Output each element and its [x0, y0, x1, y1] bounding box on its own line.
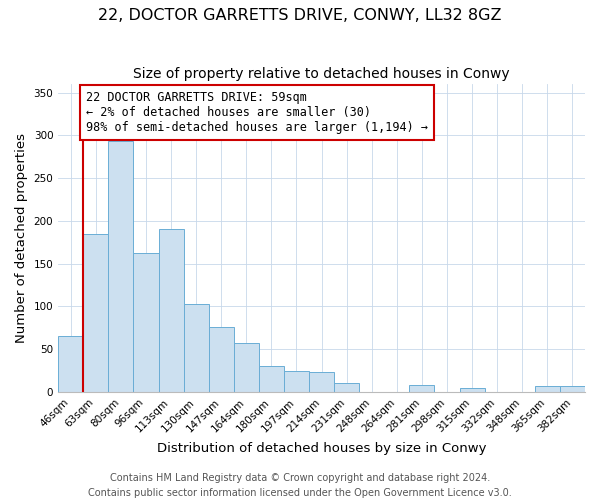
Bar	[535, 386, 560, 392]
X-axis label: Distribution of detached houses by size in Conwy: Distribution of detached houses by size …	[157, 442, 487, 455]
Bar	[158, 230, 184, 392]
Bar	[58, 336, 83, 392]
Bar	[334, 384, 359, 392]
Bar	[309, 372, 334, 392]
Bar	[284, 372, 309, 392]
Text: 22 DOCTOR GARRETTS DRIVE: 59sqm
← 2% of detached houses are smaller (30)
98% of : 22 DOCTOR GARRETTS DRIVE: 59sqm ← 2% of …	[86, 91, 428, 134]
Text: Contains HM Land Registry data © Crown copyright and database right 2024.
Contai: Contains HM Land Registry data © Crown c…	[88, 472, 512, 498]
Bar	[560, 386, 585, 392]
Bar	[133, 252, 158, 392]
Y-axis label: Number of detached properties: Number of detached properties	[15, 133, 28, 343]
Text: 22, DOCTOR GARRETTS DRIVE, CONWY, LL32 8GZ: 22, DOCTOR GARRETTS DRIVE, CONWY, LL32 8…	[98, 8, 502, 22]
Bar	[184, 304, 209, 392]
Bar	[234, 343, 259, 392]
Bar	[109, 142, 133, 392]
Title: Size of property relative to detached houses in Conwy: Size of property relative to detached ho…	[133, 68, 510, 82]
Bar	[83, 234, 109, 392]
Bar	[259, 366, 284, 392]
Bar	[460, 388, 485, 392]
Bar	[409, 385, 434, 392]
Bar	[209, 327, 234, 392]
